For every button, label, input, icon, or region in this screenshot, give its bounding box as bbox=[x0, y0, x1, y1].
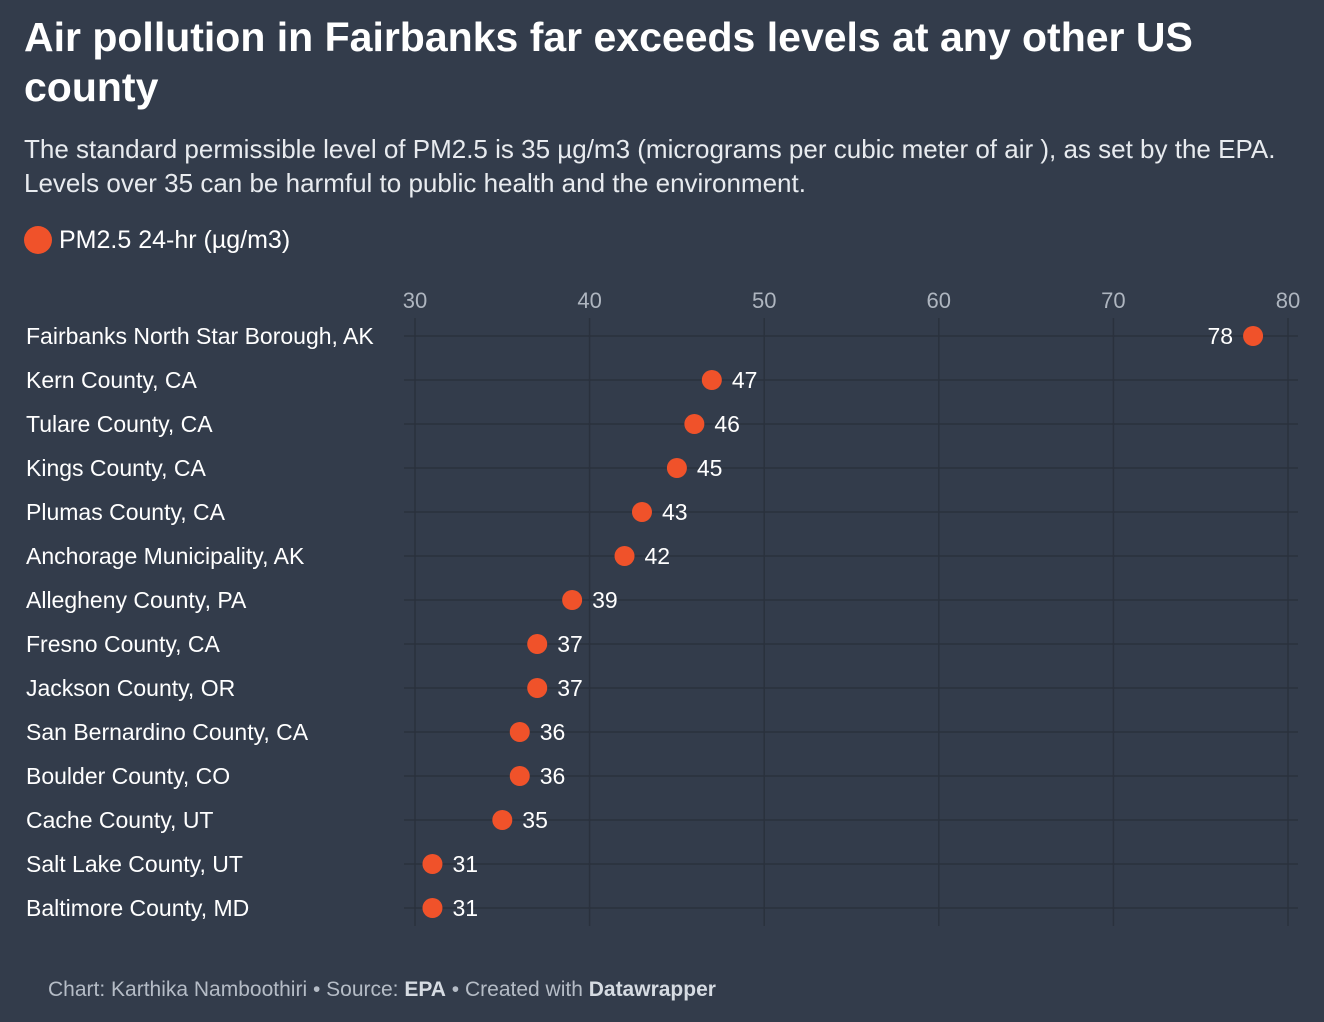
data-point bbox=[422, 854, 443, 874]
data-label: 37 bbox=[557, 675, 583, 701]
legend-dot-icon bbox=[24, 226, 52, 254]
category-label: Kings County, CA bbox=[26, 455, 206, 481]
chart-title: Air pollution in Fairbanks far exceeds l… bbox=[24, 14, 1193, 110]
x-tick-label: 40 bbox=[577, 288, 601, 313]
footer-source[interactable]: EPA bbox=[404, 978, 446, 1001]
footer-tool[interactable]: Datawrapper bbox=[588, 978, 716, 1001]
data-point bbox=[684, 414, 705, 434]
data-label: 47 bbox=[732, 367, 758, 393]
footer-credit: Chart: Karthika Namboothiri • Source: bbox=[48, 978, 405, 1001]
data-label: 39 bbox=[592, 587, 618, 613]
data-point bbox=[701, 370, 722, 390]
data-point bbox=[631, 502, 652, 522]
chart-subtitle: The standard permissible level of PM2.5 … bbox=[24, 134, 1276, 198]
data-label: 36 bbox=[540, 719, 566, 745]
data-point bbox=[562, 590, 583, 610]
x-tick-label: 60 bbox=[927, 288, 951, 313]
category-label: Baltimore County, MD bbox=[26, 895, 249, 921]
category-label: Boulder County, CO bbox=[26, 763, 230, 789]
category-label: Kern County, CA bbox=[26, 367, 198, 393]
data-point bbox=[614, 546, 635, 566]
category-label: Fairbanks North Star Borough, AK bbox=[26, 323, 374, 349]
category-label: San Bernardino County, CA bbox=[26, 719, 309, 745]
category-label: Plumas County, CA bbox=[26, 499, 226, 525]
category-label: Allegheny County, PA bbox=[26, 587, 247, 613]
category-label: Salt Lake County, UT bbox=[26, 851, 243, 877]
category-label: Tulare County, CA bbox=[26, 411, 213, 437]
data-label: 31 bbox=[452, 895, 478, 921]
category-label: Anchorage Municipality, AK bbox=[26, 543, 305, 569]
x-tick-label: 80 bbox=[1276, 288, 1300, 313]
data-point bbox=[422, 898, 443, 918]
data-point bbox=[666, 458, 687, 478]
data-label: 31 bbox=[452, 851, 478, 877]
chart-footer: Chart: Karthika Namboothiri • Source: EP… bbox=[48, 978, 716, 1002]
category-label: Fresno County, CA bbox=[26, 631, 221, 657]
legend: PM2.5 24-hr (µg/m3) bbox=[24, 222, 290, 258]
footer-created-with: • Created with bbox=[445, 978, 589, 1001]
x-tick-label: 50 bbox=[752, 288, 776, 313]
data-point bbox=[492, 810, 513, 830]
category-label: Cache County, UT bbox=[26, 807, 213, 833]
data-point bbox=[527, 634, 548, 654]
data-point bbox=[509, 722, 530, 742]
data-label: 36 bbox=[540, 763, 566, 789]
x-tick-label: 30 bbox=[403, 288, 427, 313]
data-label: 35 bbox=[522, 807, 548, 833]
category-label: Jackson County, OR bbox=[26, 675, 235, 701]
legend-label: PM2.5 24-hr (µg/m3) bbox=[59, 225, 291, 254]
data-point bbox=[527, 678, 548, 698]
data-label: 78 bbox=[1207, 323, 1233, 349]
dot-plot: 30 40 50 60 70 80 Fairbanks North Star Borough… bbox=[26, 288, 1300, 926]
data-point bbox=[1243, 326, 1264, 346]
data-label: 45 bbox=[697, 455, 723, 481]
data-label: 46 bbox=[714, 411, 740, 437]
data-point bbox=[509, 766, 530, 786]
x-tick-label: 70 bbox=[1101, 288, 1125, 313]
data-label: 42 bbox=[645, 543, 671, 569]
data-label: 43 bbox=[662, 499, 688, 525]
data-label: 37 bbox=[557, 631, 583, 657]
